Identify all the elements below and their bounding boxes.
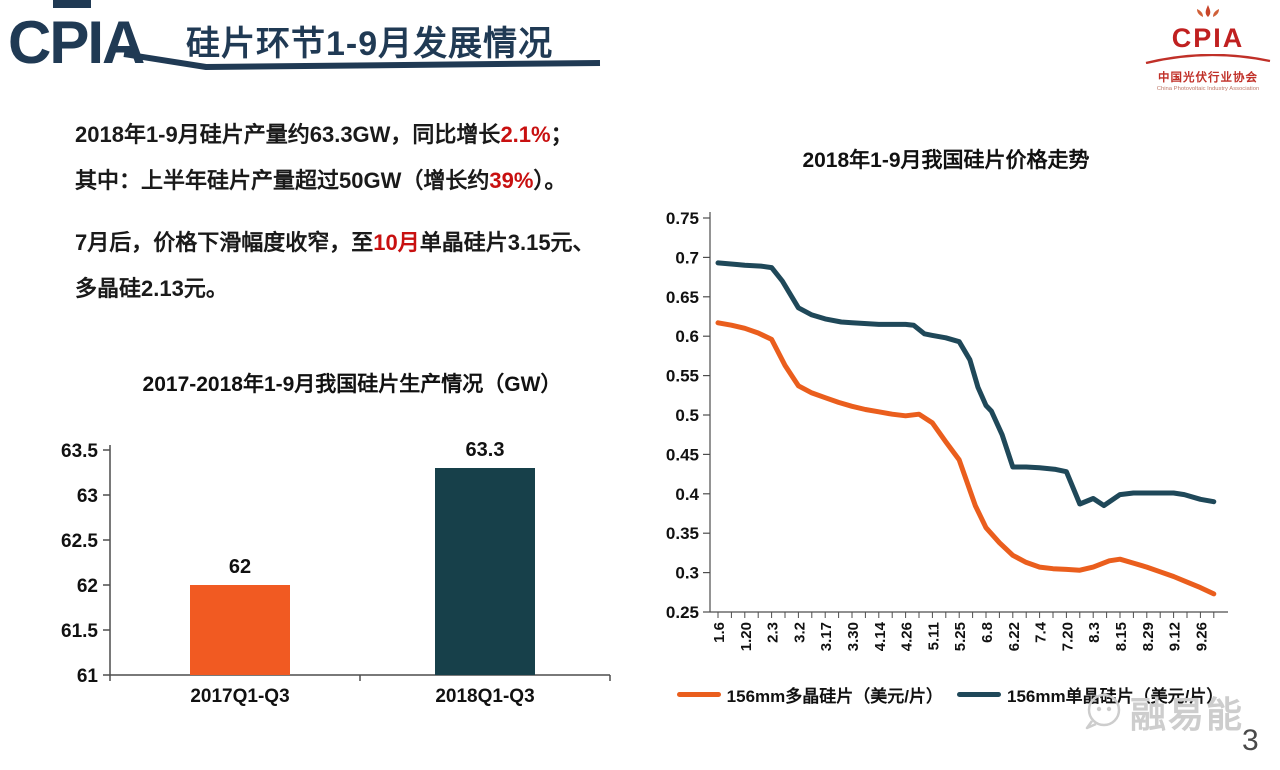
series-line-1: [715, 260, 1217, 509]
header-brand: CPIA: [8, 9, 145, 76]
line-x-tick-label: 7.20: [1059, 622, 1076, 651]
text-line: 2018年1-9月硅片产量约63.3GW，同比增长2.1%；: [75, 112, 635, 158]
bar-y-tick-label: 61.5: [61, 621, 98, 642]
line-x-tick-label: 8.15: [1113, 622, 1130, 651]
line-x-tick-label: 4.14: [872, 621, 889, 651]
line-y-tick-label: 0.7: [675, 248, 699, 267]
line-chart-title: 2018年1-9月我国硅片价格走势: [802, 149, 1090, 172]
legend-item-multi: 156mm多晶硅片（美元/片）: [676, 682, 943, 707]
plain-text: 2018年1-9月硅片产量约63.3GW，同比增长: [75, 122, 501, 147]
bar-y-tick-label: 63.5: [61, 441, 98, 462]
bar-y-tick-label: 61: [77, 666, 99, 687]
header-fragment: [53, 0, 91, 8]
bar-y-tick-label: 62.5: [61, 531, 98, 552]
bar-2017Q1-Q3: [190, 585, 290, 675]
plain-text: 单晶硅片3.15元、: [419, 230, 595, 255]
line-x-tick-label: 1.20: [738, 622, 755, 651]
plain-text: 多晶硅2.13元。: [75, 276, 228, 301]
series-line-0: [715, 320, 1217, 597]
line-y-tick-label: 0.65: [666, 288, 699, 307]
paragraph-price: 7月后，价格下滑幅度收窄，至10月单晶硅片3.15元、 多晶硅2.13元。: [75, 220, 635, 312]
plain-text: 7月后，价格下滑幅度收窄，至: [75, 230, 374, 255]
title-underline-swoosh: [123, 51, 601, 70]
text-line: 多晶硅2.13元。: [75, 266, 635, 312]
bar-category-label: 2017Q1-Q3: [190, 686, 289, 707]
watermark-text: 融易能: [1130, 694, 1245, 735]
plain-text: 其中：上半年硅片产量超过50GW（增长约: [75, 168, 490, 193]
line-x-tick-label: 4.26: [899, 622, 916, 651]
line-y-tick-label: 0.6: [675, 327, 699, 346]
page-title: 硅片环节1-9月发展情况: [186, 25, 554, 63]
highlighted-text: 2.1%: [500, 122, 551, 147]
line-x-tick-label: 8.29: [1140, 622, 1157, 651]
logo-crown-icon: [1197, 5, 1219, 17]
bar-y-tick-label: 63: [77, 486, 98, 507]
line-x-tick-label: 5.11: [925, 622, 942, 650]
bar-y-tick-label: 62: [77, 576, 98, 597]
legend-label-mono: 156mm单晶硅片（美元/片）: [1007, 687, 1224, 706]
line-x-tick-label: 9.26: [1193, 622, 1210, 651]
legend-item-mono: 156mm单晶硅片（美元/片）: [957, 682, 1223, 707]
line-y-tick-label: 0.5: [675, 406, 699, 425]
cpia-logo: CPIA 中国光伏行业协会 China Photovoltaic Industr…: [1140, 4, 1276, 92]
legend-swatch-mono: [957, 692, 1001, 697]
highlighted-text: 39%: [489, 168, 534, 193]
line-x-tick-label: 9.12: [1167, 622, 1184, 651]
bar-value-label: 62: [229, 556, 251, 578]
line-y-tick-label: 0.25: [666, 603, 699, 622]
paragraph-production: 2018年1-9月硅片产量约63.3GW，同比增长2.1%； 其中：上半年硅片产…: [75, 112, 635, 204]
line-x-tick-label: 6.8: [979, 622, 996, 643]
line-x-tick-label: 5.25: [952, 622, 969, 651]
text-line: 7月后，价格下滑幅度收窄，至10月单晶硅片3.15元、: [75, 220, 635, 266]
logo-arc-icon: [1145, 53, 1271, 65]
bar-value-label: 63.3: [466, 439, 505, 461]
line-x-tick-label: 1.6: [711, 622, 728, 643]
legend-swatch-multi: [676, 692, 721, 697]
summary-text: 2018年1-9月硅片产量约63.3GW，同比增长2.1%； 其中：上半年硅片产…: [75, 112, 635, 312]
logo-org-name-cn: 中国光伏行业协会: [1158, 72, 1258, 84]
page-number: 3: [1242, 724, 1259, 757]
bar-chart-title: 2017-2018年1-9月我国硅片生产情况（GW）: [142, 373, 562, 396]
plain-text: ；: [550, 122, 573, 147]
line-y-tick-label: 0.55: [666, 367, 699, 386]
watermark: 融易能: [1082, 686, 1244, 738]
plain-text: ）。: [533, 168, 567, 193]
logo-org-name-en: China Photovoltaic Industry Association: [1156, 85, 1260, 92]
line-x-tick-label: 8.3: [1086, 622, 1103, 643]
line-x-tick-label: 3.2: [791, 622, 808, 643]
chat-bubble-icon: [1085, 693, 1121, 730]
logo-brand-text: CPIA: [1171, 23, 1245, 53]
line-y-tick-label: 0.35: [666, 524, 699, 543]
line-y-tick-label: 0.3: [675, 564, 699, 583]
line-x-tick-label: 7.4: [1033, 621, 1050, 643]
line-y-tick-label: 0.75: [666, 209, 699, 228]
bar-2018Q1-Q3: [435, 468, 535, 675]
line-x-tick-label: 3.17: [818, 622, 835, 651]
text-line: 其中：上半年硅片产量超过50GW（增长约39%）。: [75, 158, 635, 204]
line-chart-legend: 156mm多晶硅片（美元/片） 156mm单晶硅片（美元/片）: [640, 682, 1260, 707]
line-y-tick-label: 0.4: [675, 485, 699, 504]
legend-label-multi: 156mm多晶硅片（美元/片）: [726, 687, 943, 706]
line-x-tick-label: 2.3: [765, 622, 782, 643]
line-x-tick-label: 3.30: [845, 622, 862, 651]
line-chart: 0.25 0.3 0.35 0.4 0.45 0.5 0.55 0.6 0.65 0.7 0.75 1…: [666, 209, 1228, 651]
bar-chart: 61 61.5 62 62.5 63 63.5 62 2017Q1-Q3 63.3 2018Q1-…: [61, 439, 611, 707]
line-y-tick-label: 0.45: [666, 445, 699, 464]
line-x-tick-label: 6.22: [1006, 622, 1023, 651]
bar-category-label: 2018Q1-Q3: [435, 686, 534, 707]
highlighted-text: 10月: [373, 230, 420, 255]
